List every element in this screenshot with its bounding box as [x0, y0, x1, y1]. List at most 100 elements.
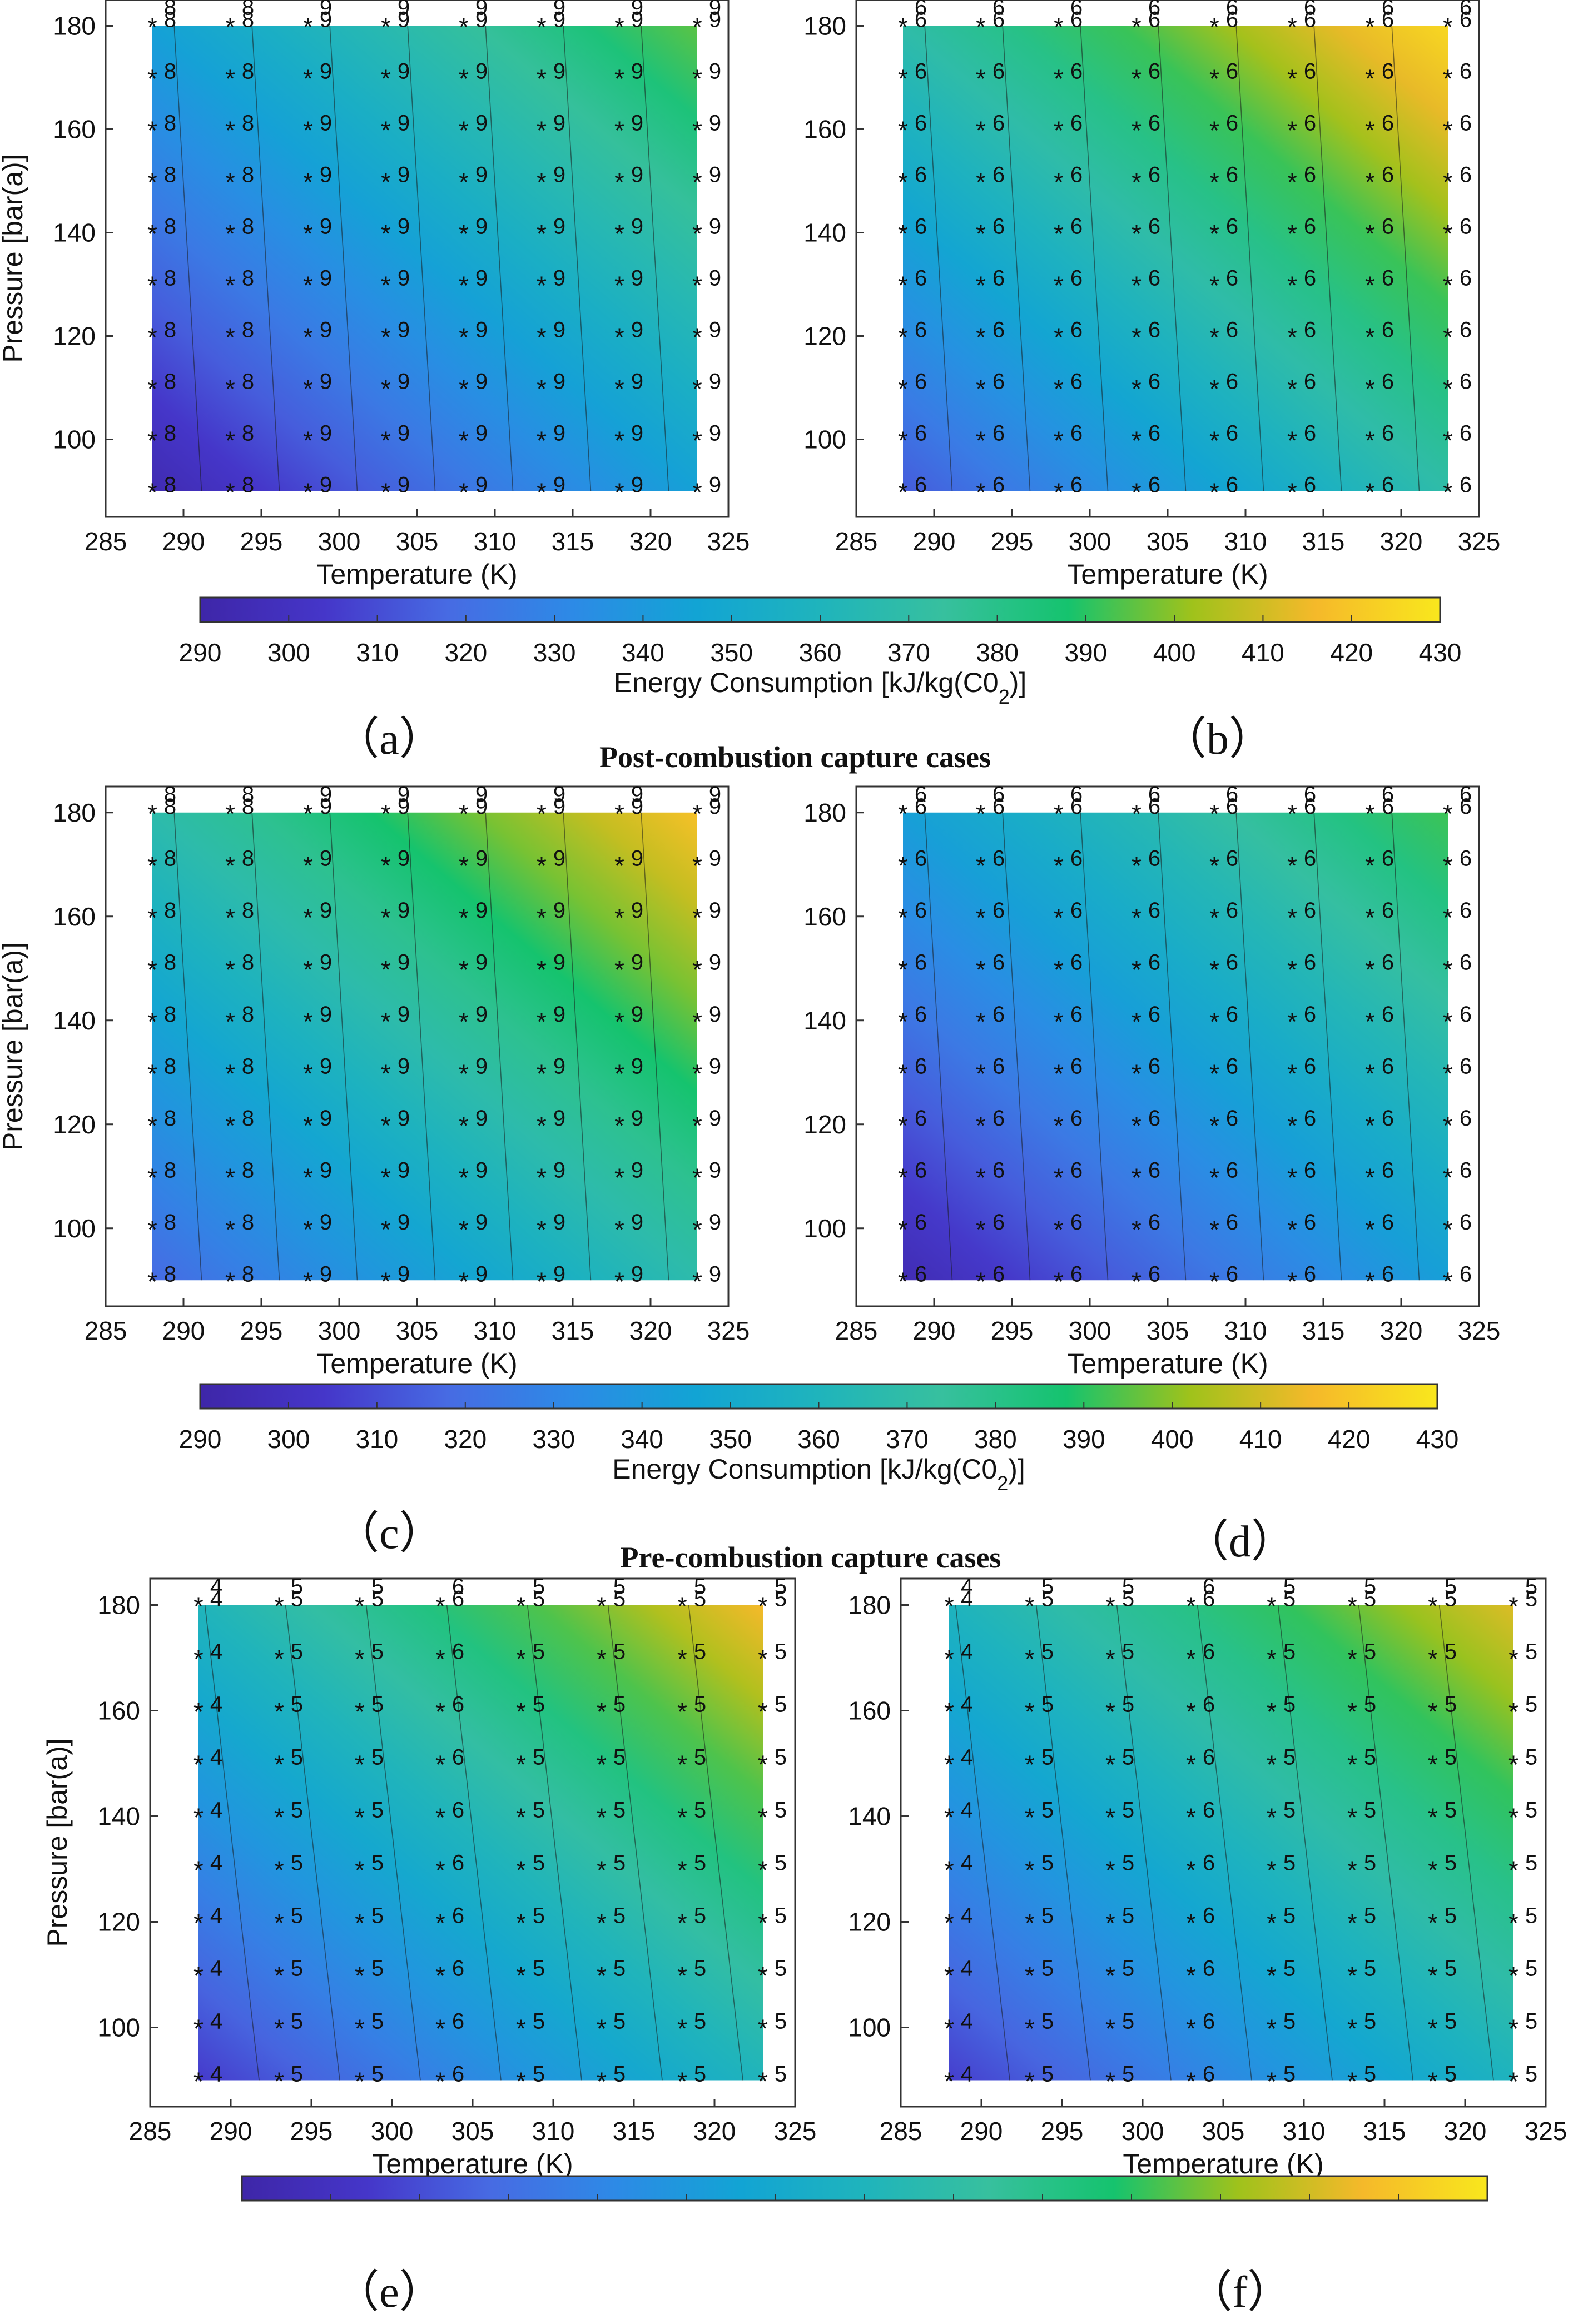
- chart-d: 285 290 295 300 305 310 315 320 325 100 120 140 160 1…: [803, 782, 1500, 1379]
- data-marker: *: [303, 478, 313, 507]
- point-label: 5: [613, 1798, 626, 1823]
- point-label: 6: [1226, 318, 1238, 342]
- data-marker: *: [147, 220, 157, 248]
- data-marker: *: [1365, 116, 1375, 145]
- point-label: 6: [992, 0, 1005, 20]
- point-label: 6: [1382, 1262, 1394, 1286]
- data-marker: *: [597, 1698, 607, 1726]
- data-marker: *: [381, 1007, 391, 1036]
- data-marker: *: [692, 1163, 702, 1192]
- data-marker: *: [1443, 1267, 1453, 1296]
- point-label: 6: [1460, 266, 1472, 291]
- data-marker: *: [692, 426, 702, 455]
- contour-line: [1158, 26, 1187, 491]
- data-marker: *: [1508, 2014, 1518, 2043]
- point-label: 6: [992, 898, 1005, 923]
- point-label: 5: [533, 2009, 545, 2034]
- point-label: 6: [1148, 421, 1160, 446]
- x-tick-label: 320: [1380, 527, 1423, 556]
- point-label: 6: [992, 111, 1005, 136]
- point-label: 5: [1041, 2062, 1054, 2087]
- data-marker: *: [1186, 1750, 1196, 1779]
- data-marker: *: [1287, 271, 1297, 300]
- data-marker: *: [1287, 1111, 1297, 1140]
- data-marker: *: [1365, 1163, 1375, 1192]
- data-marker: *: [1105, 1803, 1115, 1832]
- colorbar-tick-label: 300: [267, 1425, 310, 1454]
- data-marker: *: [692, 271, 702, 300]
- point-label: 6: [1304, 898, 1316, 923]
- point-label: 6: [915, 421, 927, 446]
- data-marker: *: [147, 426, 157, 455]
- colorbar-tick-label: 350: [709, 1425, 752, 1454]
- contour-line: [1277, 1605, 1333, 2081]
- data-marker: *: [381, 1163, 391, 1192]
- data-marker: *: [976, 271, 986, 300]
- point-label: 6: [1460, 0, 1472, 20]
- point-label: 5: [1364, 1575, 1376, 1599]
- point-label: 5: [1283, 1745, 1296, 1770]
- point-label: 6: [1460, 950, 1472, 974]
- section-caption-post: Post-combustion capture cases: [599, 740, 991, 774]
- point-label: 5: [694, 1957, 706, 1981]
- data-marker: *: [537, 220, 547, 248]
- data-marker: *: [614, 220, 624, 248]
- data-marker: *: [614, 478, 624, 507]
- point-label: 8: [164, 950, 176, 974]
- data-marker: *: [381, 955, 391, 984]
- y-tick-label: 120: [53, 1110, 96, 1139]
- caption-e: （e）: [335, 2268, 444, 2317]
- point-label: 6: [1148, 1158, 1160, 1182]
- caption-d: （d）: [1184, 1517, 1296, 1566]
- data-marker: *: [303, 1059, 313, 1088]
- point-label: 9: [398, 950, 410, 974]
- x-tick-label: 320: [629, 1316, 672, 1345]
- data-marker: *: [1132, 271, 1142, 300]
- point-label: 4: [210, 1693, 222, 1717]
- data-marker: *: [381, 323, 391, 352]
- colorbar-tick-label: 330: [533, 638, 576, 667]
- contour-line: [641, 26, 669, 491]
- data-marker: *: [1347, 1962, 1357, 1990]
- point-label: 5: [291, 1904, 303, 1928]
- data-marker: *: [614, 116, 624, 145]
- data-marker: *: [1428, 1698, 1438, 1726]
- point-label: 9: [320, 59, 332, 84]
- point-label: 6: [452, 1693, 464, 1717]
- point-label: 6: [1304, 782, 1316, 807]
- data-marker: *: [1365, 1267, 1375, 1296]
- x-tick-label: 305: [396, 527, 439, 556]
- point-label: 4: [961, 1745, 973, 1770]
- point-label: 9: [398, 421, 410, 446]
- data-marker: *: [944, 1803, 954, 1832]
- data-marker: *: [303, 1007, 313, 1036]
- data-marker: *: [459, 116, 469, 145]
- data-marker: *: [976, 168, 986, 197]
- data-marker: *: [677, 1698, 687, 1726]
- point-label: 5: [1364, 2009, 1376, 2034]
- x-axis-label: Temperature (K): [316, 559, 517, 590]
- point-label: 5: [1122, 1798, 1134, 1823]
- point-label: 9: [398, 266, 410, 291]
- colorbar-tick-label: 290: [179, 638, 222, 667]
- data-marker: *: [516, 1592, 526, 1621]
- point-label: 5: [1445, 1904, 1457, 1928]
- point-label: 5: [613, 1745, 626, 1770]
- point-label: 5: [694, 1798, 706, 1823]
- data-marker: *: [597, 1962, 607, 1990]
- x-axis-label: Temperature (K): [1067, 1348, 1268, 1379]
- point-label: 8: [164, 1262, 176, 1286]
- point-label: 9: [475, 370, 488, 394]
- point-label: 5: [694, 2062, 706, 2087]
- data-marker: *: [1508, 2067, 1518, 2096]
- point-label: 6: [1226, 421, 1238, 446]
- data-marker: *: [597, 1856, 607, 1885]
- data-marker: *: [677, 1962, 687, 1990]
- point-label: 4: [210, 1745, 222, 1770]
- point-label: 5: [1122, 1640, 1134, 1664]
- y-tick-label: 120: [53, 322, 96, 351]
- data-marker: *: [1365, 220, 1375, 248]
- point-label: 9: [553, 1106, 565, 1131]
- contour-line: [365, 1605, 421, 2081]
- point-label: 9: [320, 950, 332, 974]
